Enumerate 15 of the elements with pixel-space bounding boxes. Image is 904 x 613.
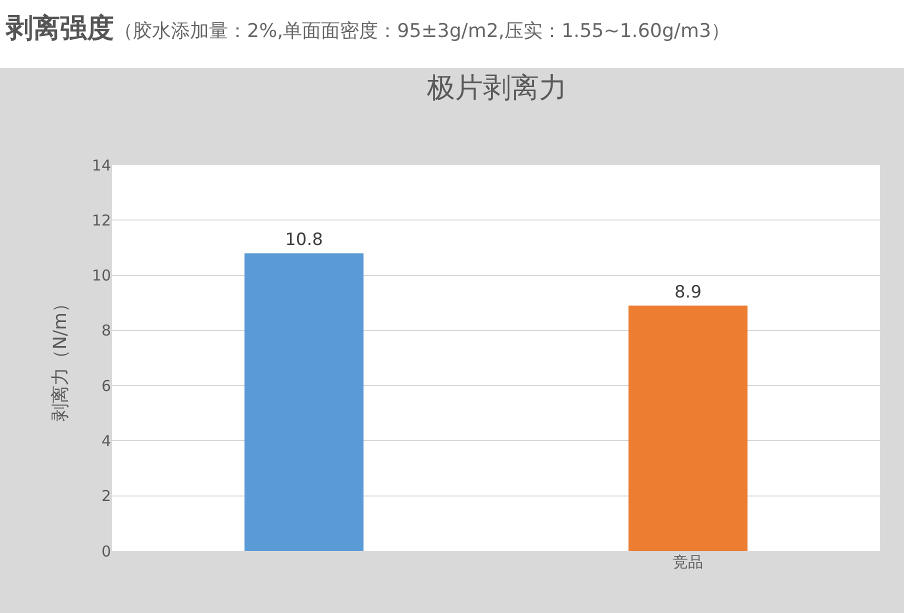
y-tick-label: 2 <box>101 487 111 506</box>
y-tick-label: 6 <box>101 376 111 395</box>
y-tick-label: 12 <box>92 211 111 230</box>
chart-title: 剥离强度 <box>6 13 114 44</box>
y-axis-title: 剥离力（N/m） <box>50 294 72 422</box>
chart-subtitle: （胶水添加量：2%,单面面密度：95±3g/m2,压实：1.55~1.60g/m3） <box>114 20 730 42</box>
x-tick-label: 竞品 <box>673 553 703 571</box>
y-tick-label: 8 <box>101 322 111 340</box>
data-label: 10.8 <box>285 230 323 250</box>
text: 极片剥离力 <box>426 71 567 104</box>
data-label: 8.9 <box>674 282 702 303</box>
y-tick-label: 0 <box>101 542 111 560</box>
y-tick-label: 4 <box>101 432 111 450</box>
y-tick-label: 14 <box>92 156 111 174</box>
y-tick-label: 10 <box>92 266 111 285</box>
